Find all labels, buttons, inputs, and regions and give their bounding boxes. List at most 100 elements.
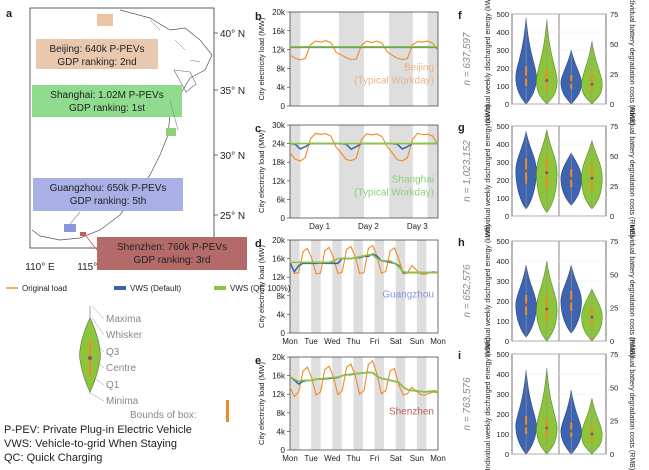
y-left-tick-label: 0 [505, 100, 509, 109]
y-tick-label: 20k [272, 236, 286, 245]
y-right-tick-label: 0 [610, 337, 614, 346]
city-label: Beijing [404, 62, 434, 73]
city-label: Shanghai [392, 175, 434, 186]
y-right-axis-label: Individual battery degradation costs (RM… [628, 0, 635, 125]
violin-median [590, 315, 594, 319]
legend-pointer [91, 339, 105, 353]
y-left-tick-label: 100 [496, 430, 509, 439]
x-tick-label: Mon [282, 337, 298, 346]
plot-frame [289, 11, 439, 107]
y-left-tick-label: 100 [496, 194, 509, 203]
y-left-tick-label: 400 [496, 257, 509, 266]
y-left-tick-label: 0 [505, 212, 509, 221]
callout-shenzhen-gdp: GDP ranking: 3rd [133, 255, 210, 266]
legend-pointer [91, 393, 105, 402]
y-left-tick-label: 100 [496, 317, 509, 326]
legend-original-label: Original load [22, 284, 67, 293]
night-band [374, 357, 385, 450]
night-band [290, 357, 300, 450]
panel-letter-a: a [6, 8, 13, 20]
panel-letter-g: g [458, 122, 465, 134]
city-sub-label: (Typical Workday) [354, 75, 434, 86]
y-left-tick-label: 500 [496, 350, 509, 359]
x-tick-label: Day 2 [358, 222, 379, 231]
shenzhen-region [80, 232, 86, 236]
night-band [416, 240, 427, 333]
legend-vws-default-swatch [114, 286, 126, 290]
series-line [289, 359, 439, 398]
night-band [353, 357, 363, 450]
y-right-tick-label: 50 [610, 383, 618, 392]
legend-bounds-label: Bounds of box: [130, 410, 197, 421]
y-right-tick-label: 75 [610, 350, 618, 359]
panel-letter-f: f [458, 10, 462, 22]
callout-guangzhou-gdp: GDP ranking: 5th [70, 196, 147, 207]
y-right-tick-label: 75 [610, 10, 618, 19]
x-tick-label: Day 3 [407, 222, 428, 231]
violin-median [524, 303, 528, 307]
callout-shanghai-count: Shanghai: 1.02M P-PEVs [50, 90, 163, 101]
x-tick-label: Wed [324, 337, 340, 346]
x-tick-label: Thu [347, 337, 361, 346]
violin-chart-f: Individual weekly discharged energy (kWh… [462, 0, 635, 126]
y-tick-label: 20k [272, 8, 286, 17]
y-left-tick-label: 0 [505, 337, 509, 346]
y-tick-label: 0 [281, 329, 286, 338]
y-tick-label: 8k [277, 409, 286, 418]
y-left-tick-label: 0 [505, 450, 509, 459]
violin-median [545, 79, 549, 83]
violin-median [524, 75, 528, 79]
y-left-tick-label: 200 [496, 297, 509, 306]
line-chart-d: City electricity load (MW) [257, 239, 439, 334]
night-band [332, 240, 342, 333]
legend-centre [88, 356, 92, 360]
y-tick-label: 0 [281, 446, 286, 455]
y-tick-label: 16k [272, 255, 286, 264]
y-right-tick-label: 50 [610, 40, 618, 49]
series-line [290, 254, 438, 274]
y-left-axis-label: Individual weekly discharged energy (kWh… [485, 104, 492, 237]
violin-median [569, 429, 573, 433]
night-band [332, 357, 342, 450]
series-line [289, 244, 439, 275]
y-axis-label: City electricity load (MW) [257, 130, 266, 213]
violin-median [569, 80, 573, 84]
y-right-tick-label: 0 [610, 450, 614, 459]
sample-size-label: n = 637,597 [462, 32, 473, 86]
guangzhou-pointer [69, 211, 81, 225]
x-tick-label: Tue [304, 454, 318, 463]
callout-beijing [36, 39, 158, 69]
x-tick-label: Sat [390, 337, 403, 346]
night-band [389, 125, 413, 218]
y-tick-label: 12k [272, 46, 286, 55]
violin-median [590, 176, 594, 180]
y-left-axis-label: Individual weekly discharged energy (kWh… [485, 337, 492, 470]
y-axis-label: City electricity load (MW) [257, 17, 266, 100]
violin-chart-i: Individual weekly discharged energy (kWh… [462, 337, 635, 470]
y-right-tick-label: 25 [610, 304, 618, 313]
y-tick-label: 20k [272, 353, 286, 362]
y-right-tick-label: 25 [610, 70, 618, 79]
x-tick-label: Day 1 [309, 222, 330, 231]
shenzhen-pointer [85, 235, 98, 251]
y-tick-label: 16k [272, 372, 286, 381]
x-tick-label: Tue [304, 337, 318, 346]
legend-stat-label: Q1 [106, 380, 120, 391]
lon-tick-label: 115° E [77, 262, 107, 273]
legend-stat-label: Minima [106, 396, 139, 407]
guangzhou-region [64, 224, 76, 232]
violin-chart-h: Individual weekly discharged energy (kWh… [462, 224, 635, 357]
city-sub-label: (Typical Workday) [354, 188, 434, 199]
night-band [311, 357, 321, 450]
x-tick-label: Sat [390, 454, 403, 463]
y-right-tick-label: 0 [610, 212, 614, 221]
lat-tick-label: 35° N [220, 86, 245, 97]
shanghai-region [166, 128, 176, 136]
footnote-line: VWS: Vehicle-to-grid When Staying [4, 438, 177, 450]
night-band [395, 240, 406, 333]
violin-median [590, 432, 594, 436]
violin-median [524, 424, 528, 428]
panel-letter-c: c [255, 123, 261, 135]
callout-beijing-gdp: GDP ranking: 2nd [57, 57, 136, 68]
